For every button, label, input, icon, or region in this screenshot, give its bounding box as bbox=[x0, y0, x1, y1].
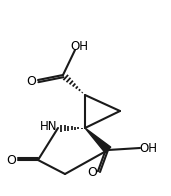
Polygon shape bbox=[85, 128, 111, 153]
Text: O: O bbox=[87, 166, 97, 180]
Text: OH: OH bbox=[139, 142, 157, 154]
Text: O: O bbox=[6, 154, 16, 168]
Text: OH: OH bbox=[70, 40, 88, 53]
Text: O: O bbox=[26, 74, 36, 87]
Text: HN: HN bbox=[40, 120, 58, 132]
